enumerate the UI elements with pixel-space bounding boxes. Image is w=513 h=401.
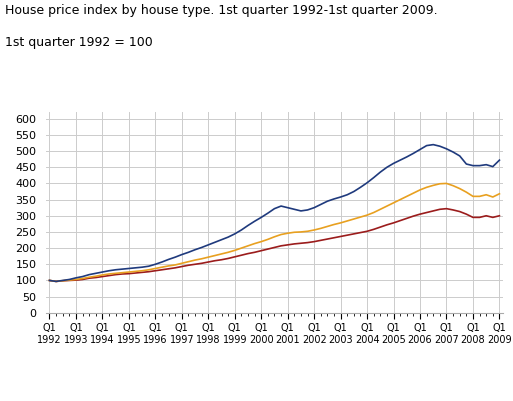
Multidwelling houses — [430, 142, 437, 147]
Multidwelling houses — [53, 279, 59, 284]
Multidwelling houses — [397, 158, 403, 162]
Detached houses — [139, 270, 145, 275]
Line: Row houses: Row houses — [49, 183, 500, 282]
Row houses — [490, 194, 496, 199]
Row houses — [139, 268, 145, 273]
Row houses — [311, 228, 317, 233]
Line: Multidwelling houses: Multidwelling houses — [49, 145, 500, 282]
Multidwelling houses — [46, 278, 52, 283]
Text: 1st quarter 1992 = 100: 1st quarter 1992 = 100 — [5, 36, 153, 49]
Detached houses — [490, 215, 496, 220]
Detached houses — [53, 279, 59, 284]
Detached houses — [86, 276, 92, 281]
Multidwelling houses — [86, 272, 92, 277]
Detached houses — [397, 218, 403, 223]
Row houses — [497, 191, 503, 196]
Row houses — [443, 181, 449, 186]
Detached houses — [126, 271, 132, 276]
Row houses — [126, 269, 132, 274]
Multidwelling houses — [311, 205, 317, 210]
Multidwelling houses — [490, 164, 496, 169]
Detached houses — [46, 278, 52, 283]
Row houses — [46, 278, 52, 283]
Multidwelling houses — [139, 265, 145, 269]
Row houses — [86, 275, 92, 279]
Detached houses — [497, 213, 503, 218]
Multidwelling houses — [497, 158, 503, 162]
Multidwelling houses — [126, 266, 132, 271]
Text: House price index by house type. 1st quarter 1992-1st quarter 2009.: House price index by house type. 1st qua… — [5, 4, 438, 17]
Row houses — [53, 279, 59, 284]
Detached houses — [443, 206, 449, 211]
Detached houses — [311, 239, 317, 244]
Row houses — [397, 197, 403, 202]
Line: Detached houses: Detached houses — [49, 209, 500, 282]
